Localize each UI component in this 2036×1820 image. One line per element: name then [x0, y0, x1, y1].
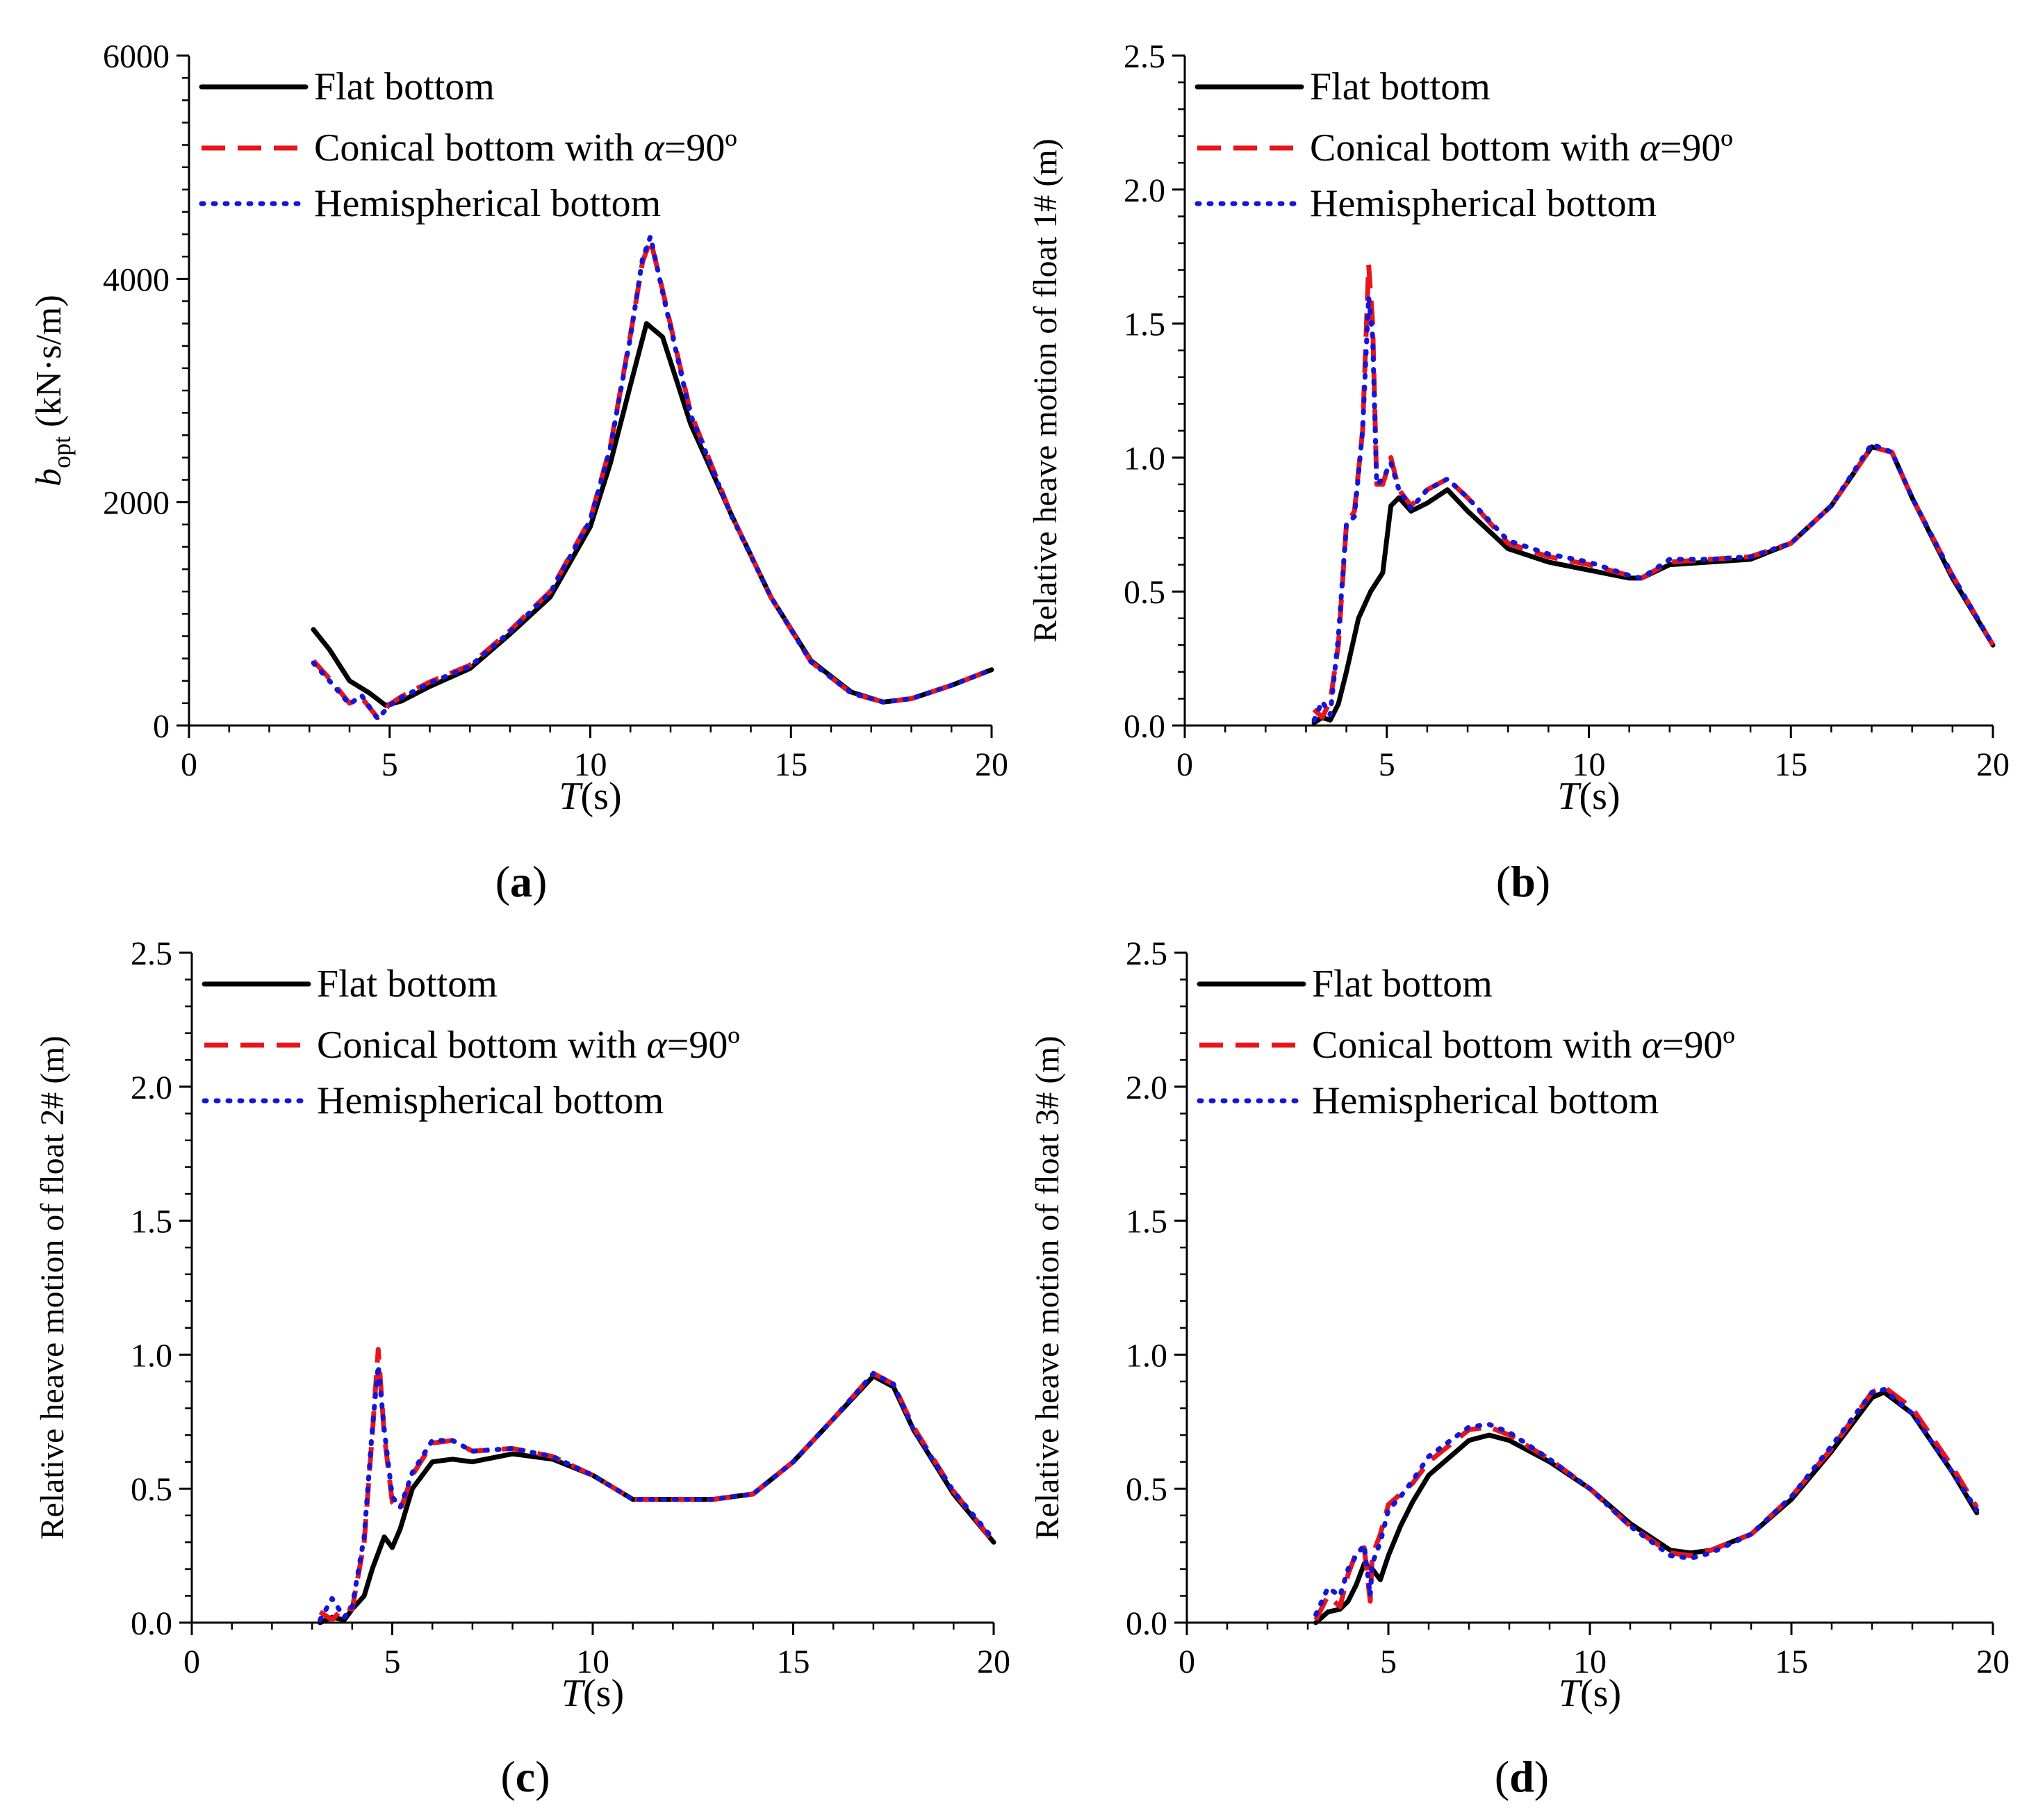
panel-a: 0 5 10 15 20 0 2000 4000 6000 T(s) bopt (kN·s/m) (a…	[29, 38, 1008, 906]
legend: Flat bottom Conical bottom with α=90º Hemi…	[199, 65, 737, 225]
y-tick-label: 2.5	[1126, 935, 1167, 972]
x-tick-label: 20	[975, 746, 1008, 783]
y-axis-label: Relative heave motion of float 3# (m)	[1029, 1035, 1066, 1539]
x-tick-label: 5	[1380, 1643, 1397, 1680]
x-axis-label: T(s)	[1557, 775, 1620, 818]
legend: Flat bottom Conical bottom with α=90º Hemi…	[202, 962, 740, 1122]
y-tick-label: 0.0	[1126, 1605, 1167, 1642]
y-tick-label: 1.5	[131, 1204, 172, 1240]
series-line-hemispherical-bottom	[1313, 1387, 1980, 1617]
series-line-conical-bottom	[311, 237, 993, 721]
y-tick-label: 0.5	[1126, 1471, 1167, 1508]
y-tick-label: 1.5	[1124, 306, 1165, 343]
legend-label-conical-bottom: Conical bottom with α=90º	[1312, 1024, 1735, 1067]
x-tick-label: 20	[977, 1643, 1010, 1680]
y-axis-label: bopt (kN·s/m)	[29, 295, 76, 486]
y-tick-label: 1.0	[1126, 1337, 1167, 1374]
y-tick-label: 2.0	[131, 1069, 172, 1106]
x-tick-label: 10	[576, 1643, 609, 1680]
panel-label: (a)	[495, 857, 548, 906]
x-tick-label: 15	[1775, 1643, 1808, 1680]
panel-label: (c)	[500, 1752, 550, 1801]
y-axis-label: Relative heave motion of float 1# (m)	[1027, 138, 1064, 642]
x-tick-label: 0	[181, 746, 197, 783]
series-line-conical-bottom	[1312, 262, 1996, 720]
y-tick-label: 2.5	[131, 935, 172, 972]
x-tick-label: 15	[774, 746, 807, 783]
x-tick-label: 20	[1976, 1643, 2010, 1680]
y-tick-label: 2.5	[1124, 38, 1165, 75]
x-tick-label: 0	[1179, 1643, 1195, 1680]
y-tick-label: 0.5	[131, 1471, 172, 1508]
y-tick-label: 0.0	[1124, 708, 1165, 745]
panel-b: 0 5 10 15 20 0.0 0.5 1.0 1.5 2.0 2.5 T(s) Relative h…	[1027, 38, 2010, 906]
y-tick-label: 1.5	[1126, 1204, 1167, 1240]
y-tick-label: 0.5	[1124, 574, 1165, 611]
legend-label-conical-bottom: Conical bottom with α=90º	[1310, 126, 1733, 170]
x-tick-label: 20	[1976, 746, 2010, 783]
panel-label: (b)	[1496, 857, 1550, 906]
legend: Flat bottom Conical bottom with α=90º Hemi…	[1194, 65, 1733, 225]
y-tick-label: 6000	[103, 38, 170, 75]
legend-label-flat-bottom: Flat bottom	[317, 962, 498, 1006]
x-tick-label: 5	[384, 1643, 401, 1680]
x-tick-label: 15	[777, 1643, 810, 1680]
x-tick-label: 5	[381, 746, 398, 783]
y-tick-label: 0.0	[131, 1605, 172, 1642]
panel-label: (d)	[1495, 1752, 1549, 1801]
panel-d: 0 5 10 15 20 0.0 0.5 1.0 1.5 2.0 2.5 T(s) Relative h…	[1029, 935, 2010, 1801]
series-line-hemispherical-bottom	[318, 1363, 996, 1623]
y-tick-label: 1.0	[131, 1337, 172, 1374]
panel-c: 0 5 10 15 20 0.0 0.5 1.0 1.5 2.0 2.5 T(s) Relative h…	[34, 935, 1010, 1801]
series-line-conical-bottom	[1313, 1384, 1979, 1621]
x-axis-label: T(s)	[1559, 1672, 1621, 1715]
x-axis-label: T(s)	[559, 775, 621, 818]
x-tick-label: 10	[1573, 746, 1606, 783]
legend-label-flat-bottom: Flat bottom	[1312, 962, 1493, 1006]
x-tick-label: 0	[1176, 746, 1193, 783]
series-line-hemispherical-bottom	[311, 233, 994, 721]
y-tick-label: 0	[153, 708, 170, 745]
series-line-flat-bottom	[1311, 444, 1996, 725]
y-tick-label: 2000	[103, 485, 170, 522]
legend-label-flat-bottom: Flat bottom	[1310, 65, 1491, 108]
series-line-flat-bottom	[1313, 1389, 1980, 1625]
x-tick-label: 15	[1774, 746, 1807, 783]
legend-label-hemispherical-bottom: Hemispherical bottom	[317, 1079, 664, 1122]
y-tick-label: 1.0	[1124, 440, 1165, 477]
x-tick-label: 10	[1573, 1643, 1607, 1680]
y-tick-label: 2.0	[1124, 172, 1165, 209]
legend-label-conical-bottom: Conical bottom with α=90º	[317, 1024, 740, 1067]
y-tick-label: 4000	[103, 261, 170, 298]
legend-label-conical-bottom: Conical bottom with α=90º	[314, 126, 737, 170]
legend-label-hemispherical-bottom: Hemispherical bottom	[314, 182, 661, 225]
legend: Flat bottom Conical bottom with α=90º Hemi…	[1197, 962, 1735, 1122]
x-tick-label: 10	[574, 746, 607, 783]
x-tick-label: 0	[183, 1643, 200, 1680]
legend-label-flat-bottom: Flat bottom	[314, 65, 495, 108]
y-axis-label: Relative heave motion of float 2# (m)	[34, 1035, 71, 1539]
series-line-flat-bottom	[311, 321, 994, 708]
y-tick-label: 2.0	[1126, 1069, 1167, 1106]
legend-label-hemispherical-bottom: Hemispherical bottom	[1310, 182, 1657, 225]
legend-label-hemispherical-bottom: Hemispherical bottom	[1312, 1079, 1659, 1122]
x-axis-label: T(s)	[561, 1672, 624, 1715]
x-tick-label: 5	[1379, 746, 1395, 783]
